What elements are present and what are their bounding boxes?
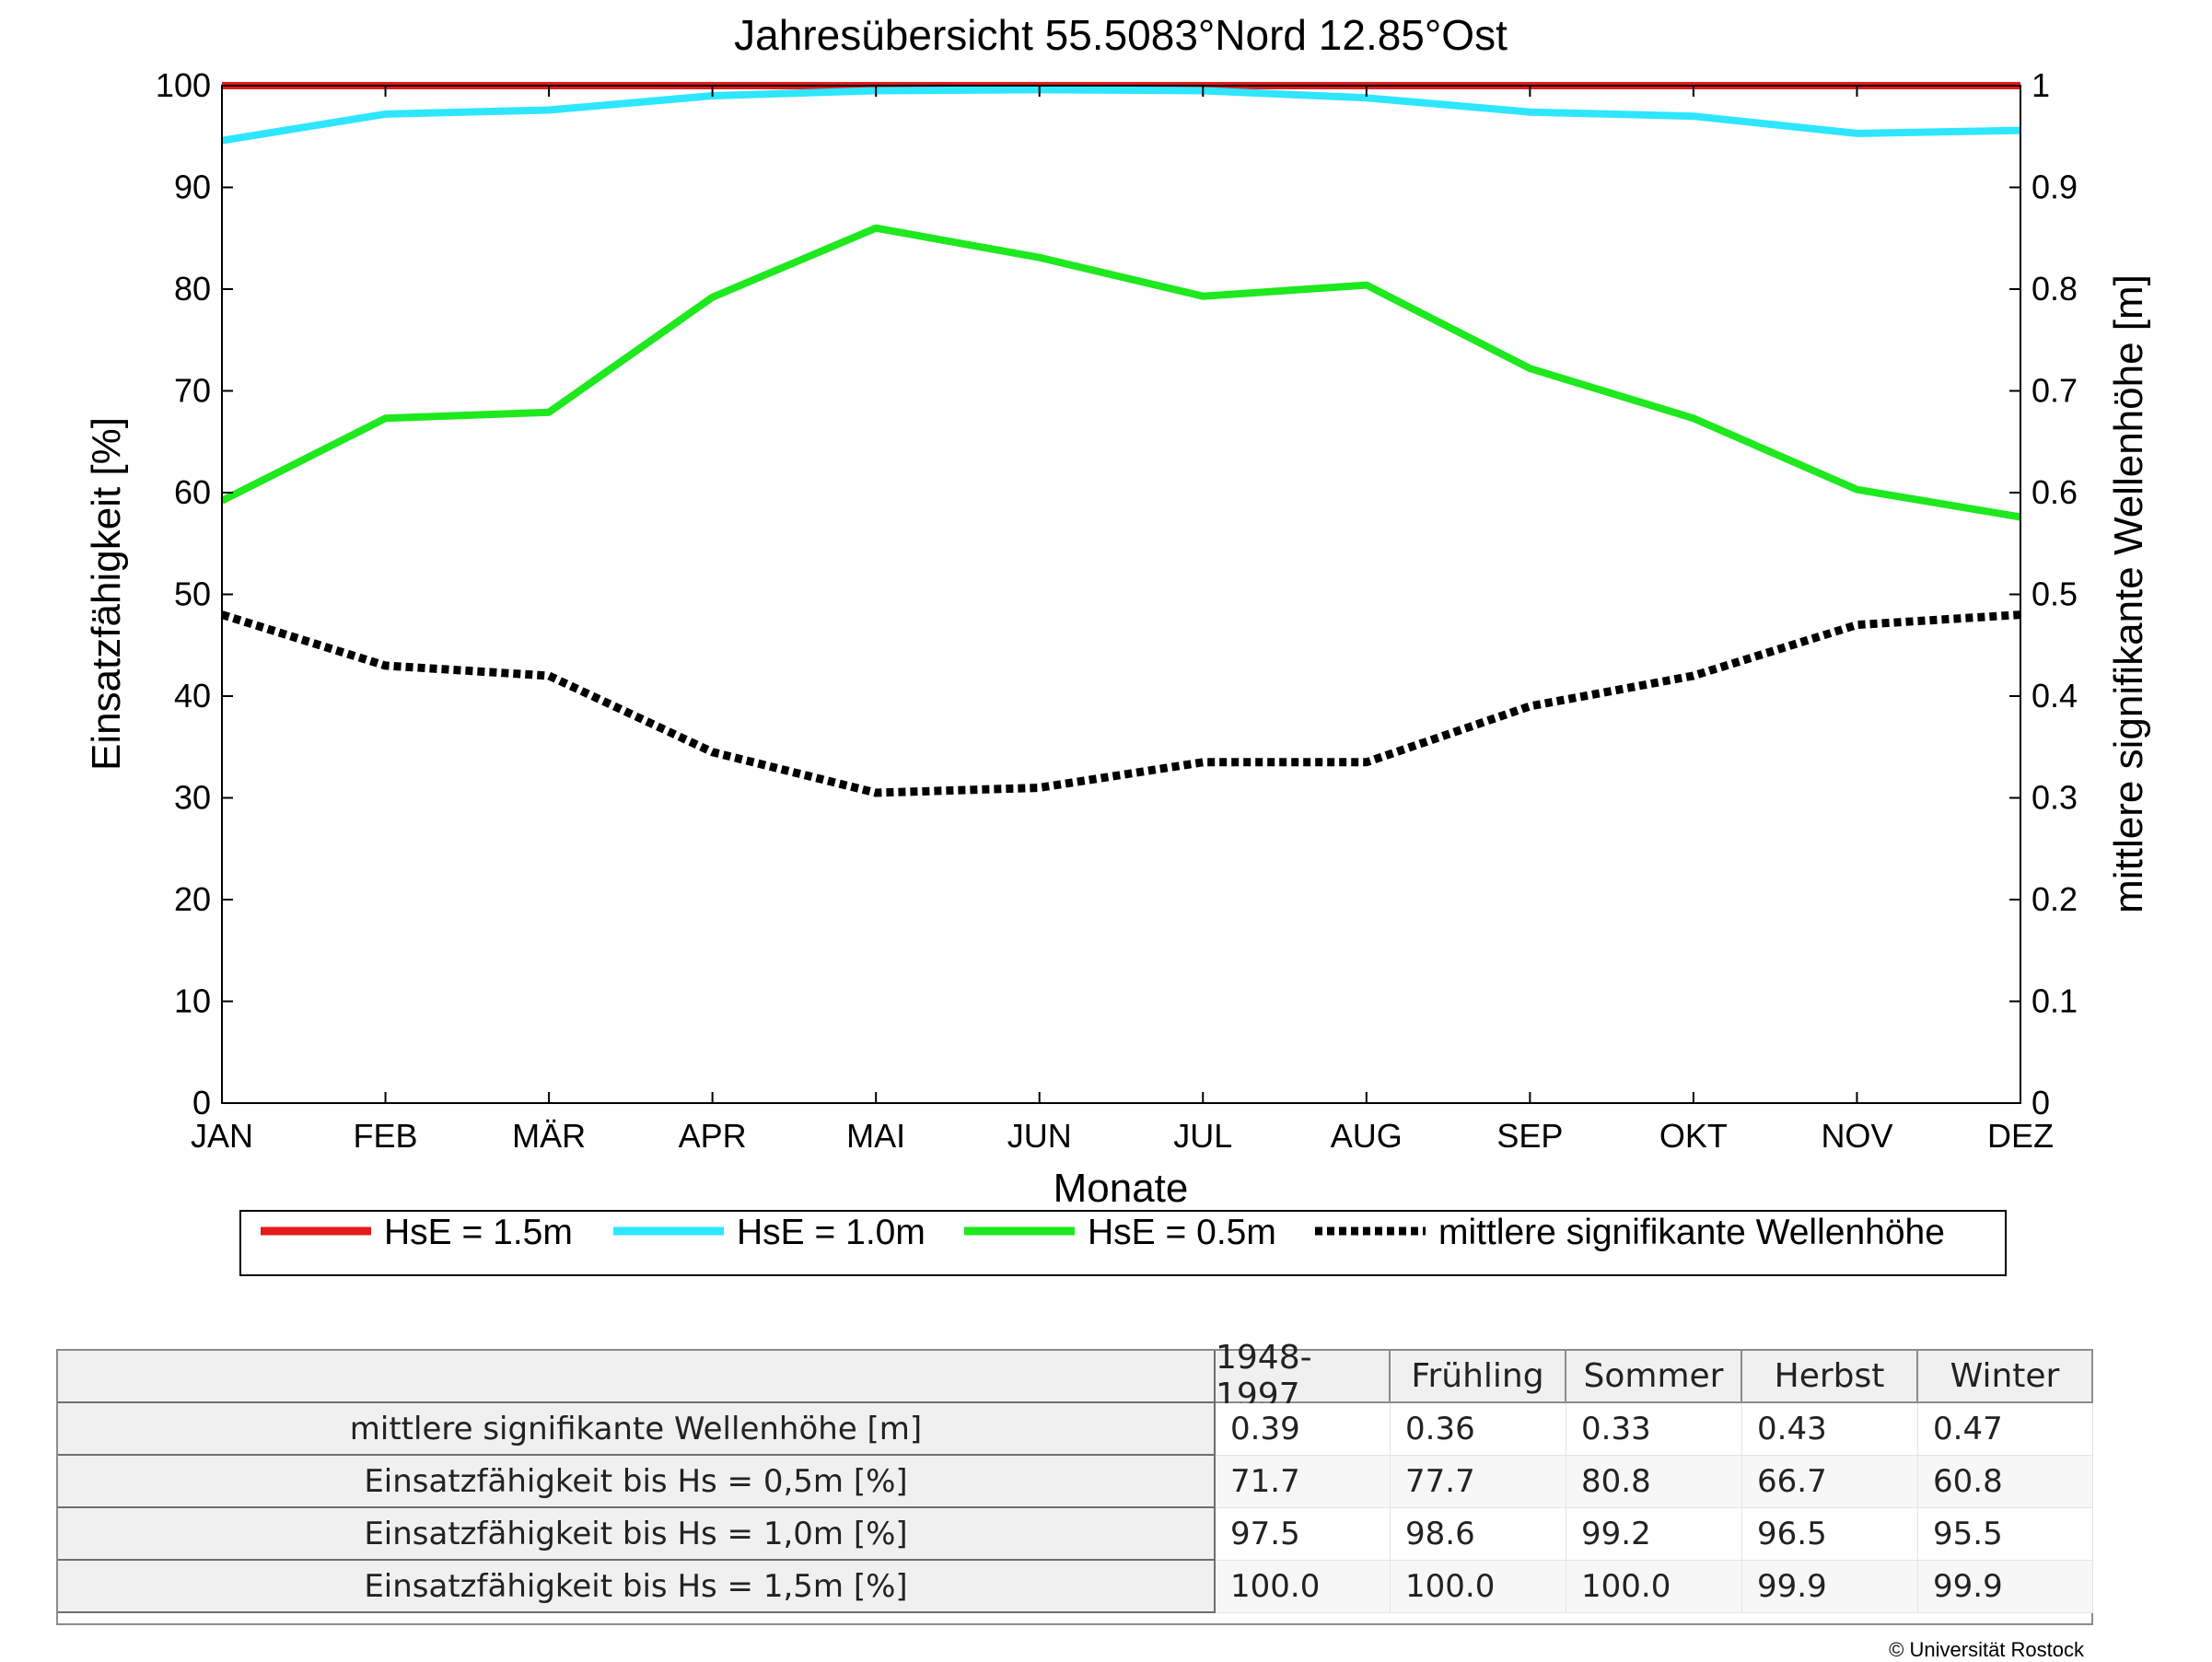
right-y-tick-label: 1 [2032,66,2050,104]
x-tick-label: DEZ [1987,1117,2054,1155]
right-y-tick-label: 0.1 [2032,982,2078,1020]
left-y-axis-title: Einsatzfähigkeit [%] [84,417,129,771]
right-y-tick-label: 0.6 [2032,473,2078,511]
table-cell: 77.7 [1391,1456,1566,1508]
left-y-tick-label: 0 [192,1084,211,1122]
right-y-tick-label: 0.4 [2032,677,2078,715]
x-tick-label: AUG [1331,1117,1403,1155]
series-line-hse-0-5m [220,224,2021,521]
right-y-tick-label: 0.8 [2032,270,2078,308]
table-header-autumn: Herbst [1742,1351,1918,1403]
table-corner-cell [58,1351,1216,1403]
left-y-tick-label: 100 [156,66,211,104]
table-cell: 0.33 [1566,1403,1742,1456]
copyright-notice: © Universität Rostock [1889,1638,2084,1661]
x-tick-label: MAI [846,1117,905,1155]
table-cell: 0.43 [1742,1403,1918,1456]
x-tick-label: MÄR [512,1117,586,1155]
table-header-period: 1948-1997 [1216,1339,1391,1414]
table-header-summer: Sommer [1566,1351,1742,1403]
summary-table: 1948-1997 Frühling Sommer Herbst Winter … [56,1339,2093,1625]
right-y-tick-label: 0.7 [2032,372,2078,410]
table-row: mittlere signifikante Wellenhöhe [m] 0.3… [58,1403,2093,1456]
x-tick-label: JUN [1007,1117,1072,1155]
left-y-tick-label: 20 [174,880,211,918]
right-y-axis-title: mittlere signifikante Wellenhöhe [m] [2106,274,2151,913]
table-header-spring: Frühling [1391,1351,1566,1403]
right-y-tick-label: 0.3 [2032,779,2078,817]
table-cell: 99.2 [1566,1508,1742,1561]
table-row-label: Einsatzfähigkeit bis Hs = 1,5m [%] [58,1561,1216,1613]
chart-title: Jahresübersicht 55.5083°Nord 12.85°Ost [734,11,1508,59]
table-row-label: mittlere signifikante Wellenhöhe [m] [58,1403,1216,1456]
table-cell: 99.9 [1918,1561,2093,1613]
table-cell: 71.7 [1216,1456,1391,1508]
table-header-row: 1948-1997 Frühling Sommer Herbst Winter [58,1339,2093,1414]
x-tick-label: APR [679,1117,747,1155]
left-y-tick-label: 50 [174,575,211,613]
left-y-tick-label: 90 [174,169,211,206]
left-y-tick-label: 10 [174,982,211,1020]
table-cell: 95.5 [1918,1508,2093,1561]
legend-label-hse-1-0m: HsE = 1.0m [737,1213,926,1252]
right-y-tick-label: 0.9 [2032,169,2078,206]
table-cell: 99.9 [1742,1561,1918,1613]
x-tick-label: JAN [191,1117,253,1155]
right-y-tick-label: 0 [2032,1084,2050,1122]
left-y-tick-label: 80 [174,270,211,308]
legend-label-hse-0-5m: HsE = 0.5m [1088,1213,1276,1252]
table-cell: 100.0 [1216,1561,1391,1613]
legend-label-hse-1-5m: HsE = 1.5m [384,1213,573,1252]
x-tick-label: FEB [354,1117,418,1155]
table-cell: 100.0 [1391,1561,1566,1613]
table-cell: 80.8 [1566,1456,1742,1508]
table-row: Einsatzfähigkeit bis Hs = 1,5m [%] 100.0… [58,1561,2093,1613]
x-tick-label: NOV [1821,1117,1892,1155]
left-y-axis: 0 10 20 30 40 50 60 70 80 90 100 [156,66,233,1122]
table-cell: 96.5 [1742,1508,1918,1561]
x-tick-label: OKT [1659,1117,1728,1155]
table-cell: 0.47 [1918,1403,2093,1456]
table-cell: 100.0 [1566,1561,1742,1613]
right-y-tick-label: 0.5 [2032,575,2078,613]
left-y-tick-label: 60 [174,473,211,511]
table-cell: 97.5 [1216,1508,1391,1561]
table-header-winter: Winter [1918,1351,2093,1403]
table-cell: 60.8 [1918,1456,2093,1508]
left-y-tick-label: 40 [174,677,211,715]
legend-box [239,1210,2007,1276]
table-row: Einsatzfähigkeit bis Hs = 0,5m [%] 71.7 … [58,1456,2093,1508]
x-axis: JAN FEB MÄR APR MAI JUN JUL AUG SEP OKT NOV DEZ [191,86,2054,1155]
right-y-tick-label: 0.2 [2032,880,2078,918]
table-row-label: Einsatzfähigkeit bis Hs = 1,0m [%] [58,1508,1216,1561]
chart: Jahresübersicht 55.5083°Nord 12.85°Ost 0… [84,11,2151,1276]
table-row-label: Einsatzfähigkeit bis Hs = 0,5m [%] [58,1456,1216,1508]
table-cell: 0.36 [1391,1403,1566,1456]
left-y-tick-label: 30 [174,779,211,817]
legend-label-mittlere-signifikante-wellenh-he: mittlere signifikante Wellenhöhe [1438,1213,1945,1252]
x-axis-title: Monate [1054,1166,1189,1211]
table-row: Einsatzfähigkeit bis Hs = 1,0m [%] 97.5 … [58,1508,2093,1561]
right-y-axis: 0 0.1 0.2 0.3 0.4 0.5 0.6 0.7 0.8 0.9 1 [2009,66,2078,1122]
left-y-tick-label: 70 [174,372,211,410]
series-line-hse-1-0m [221,86,2021,145]
table-cell: 0.39 [1216,1403,1391,1456]
legend: HsE = 1.5m HsE = 1.0m HsE = 0.5m mittlere s… [239,1210,2007,1276]
x-tick-label: JUL [1173,1117,1232,1155]
x-tick-label: SEP [1496,1117,1563,1155]
table-cell: 66.7 [1742,1456,1918,1508]
table-cell: 98.6 [1391,1508,1566,1561]
